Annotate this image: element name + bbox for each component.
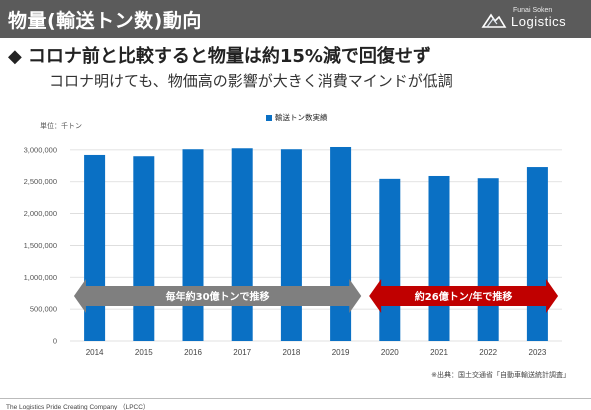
y-tick-label: 2,500,000 xyxy=(24,177,57,186)
diamond-bullet-icon: ◆ xyxy=(8,46,22,67)
page-title: 物量(輸送トン数)動向 xyxy=(8,10,202,32)
bar-2017 xyxy=(231,148,253,341)
source-note: ※出典：国土交通省「自動車輸送統計調査」 xyxy=(431,371,570,379)
footer-text: The Logistics Pride Creating Company （LP… xyxy=(6,404,150,410)
x-tick-label: 2016 xyxy=(184,348,202,357)
y-tick-label: 500,000 xyxy=(30,305,57,314)
y-tick-label: 0 xyxy=(53,337,57,346)
range-arrow-1 xyxy=(73,279,362,313)
logo-company-name: Funai Soken xyxy=(513,7,553,14)
bar-2020 xyxy=(379,178,401,341)
x-tick-label: 2014 xyxy=(86,348,104,357)
subheadline: コロナ明けても、物価高の影響が大きく消費マインドが低調 xyxy=(49,72,453,90)
footer: The Logistics Pride Creating Company （LP… xyxy=(0,398,591,410)
range-arrow-2 xyxy=(369,279,559,313)
x-tick-label: 2020 xyxy=(381,348,399,357)
x-tick-label: 2017 xyxy=(233,348,251,357)
y-tick-label: 2,000,000 xyxy=(24,209,57,218)
bar-2014 xyxy=(84,154,106,341)
x-tick-label: 2021 xyxy=(430,348,448,357)
bar-2022 xyxy=(477,178,499,341)
range-arrow-label-2: 約26億トン/年で推移 xyxy=(415,290,513,303)
bar-2021 xyxy=(428,175,450,341)
legend-label: 輸送トン数実績 xyxy=(275,113,328,122)
bar-2016 xyxy=(182,149,204,341)
x-tick-label: 2015 xyxy=(135,348,153,357)
bar-2015 xyxy=(133,156,155,341)
legend-swatch xyxy=(266,115,272,121)
range-arrow-label-1: 毎年約30億トンで推移 xyxy=(166,290,270,303)
bar-2019 xyxy=(330,146,352,341)
header-bar: 物量(輸送トン数)動向 Funai Soken Logistics xyxy=(0,0,591,38)
logo-wave-icon xyxy=(481,13,507,28)
bar-2018 xyxy=(280,149,302,341)
unit-label: 単位：千トン xyxy=(40,122,82,130)
bar-2023 xyxy=(526,167,548,341)
y-tick-label: 1,500,000 xyxy=(24,241,57,250)
logo-brand-name: Logistics xyxy=(511,14,567,29)
x-tick-label: 2023 xyxy=(529,348,547,357)
headline: ◆ コロナ前と比較すると物量は約15%減で回復せず xyxy=(8,42,431,68)
x-tick-label: 2018 xyxy=(283,348,301,357)
x-tick-label: 2022 xyxy=(479,348,497,357)
y-tick-label: 3,000,000 xyxy=(24,145,57,154)
chart-legend: 輸送トン数実績 xyxy=(266,112,328,123)
y-tick-label: 1,000,000 xyxy=(24,273,57,282)
headline-text: コロナ前と比較すると物量は約15%減で回復せず xyxy=(27,46,431,67)
company-logo: Funai Soken Logistics xyxy=(481,5,581,33)
x-tick-label: 2019 xyxy=(332,348,350,357)
